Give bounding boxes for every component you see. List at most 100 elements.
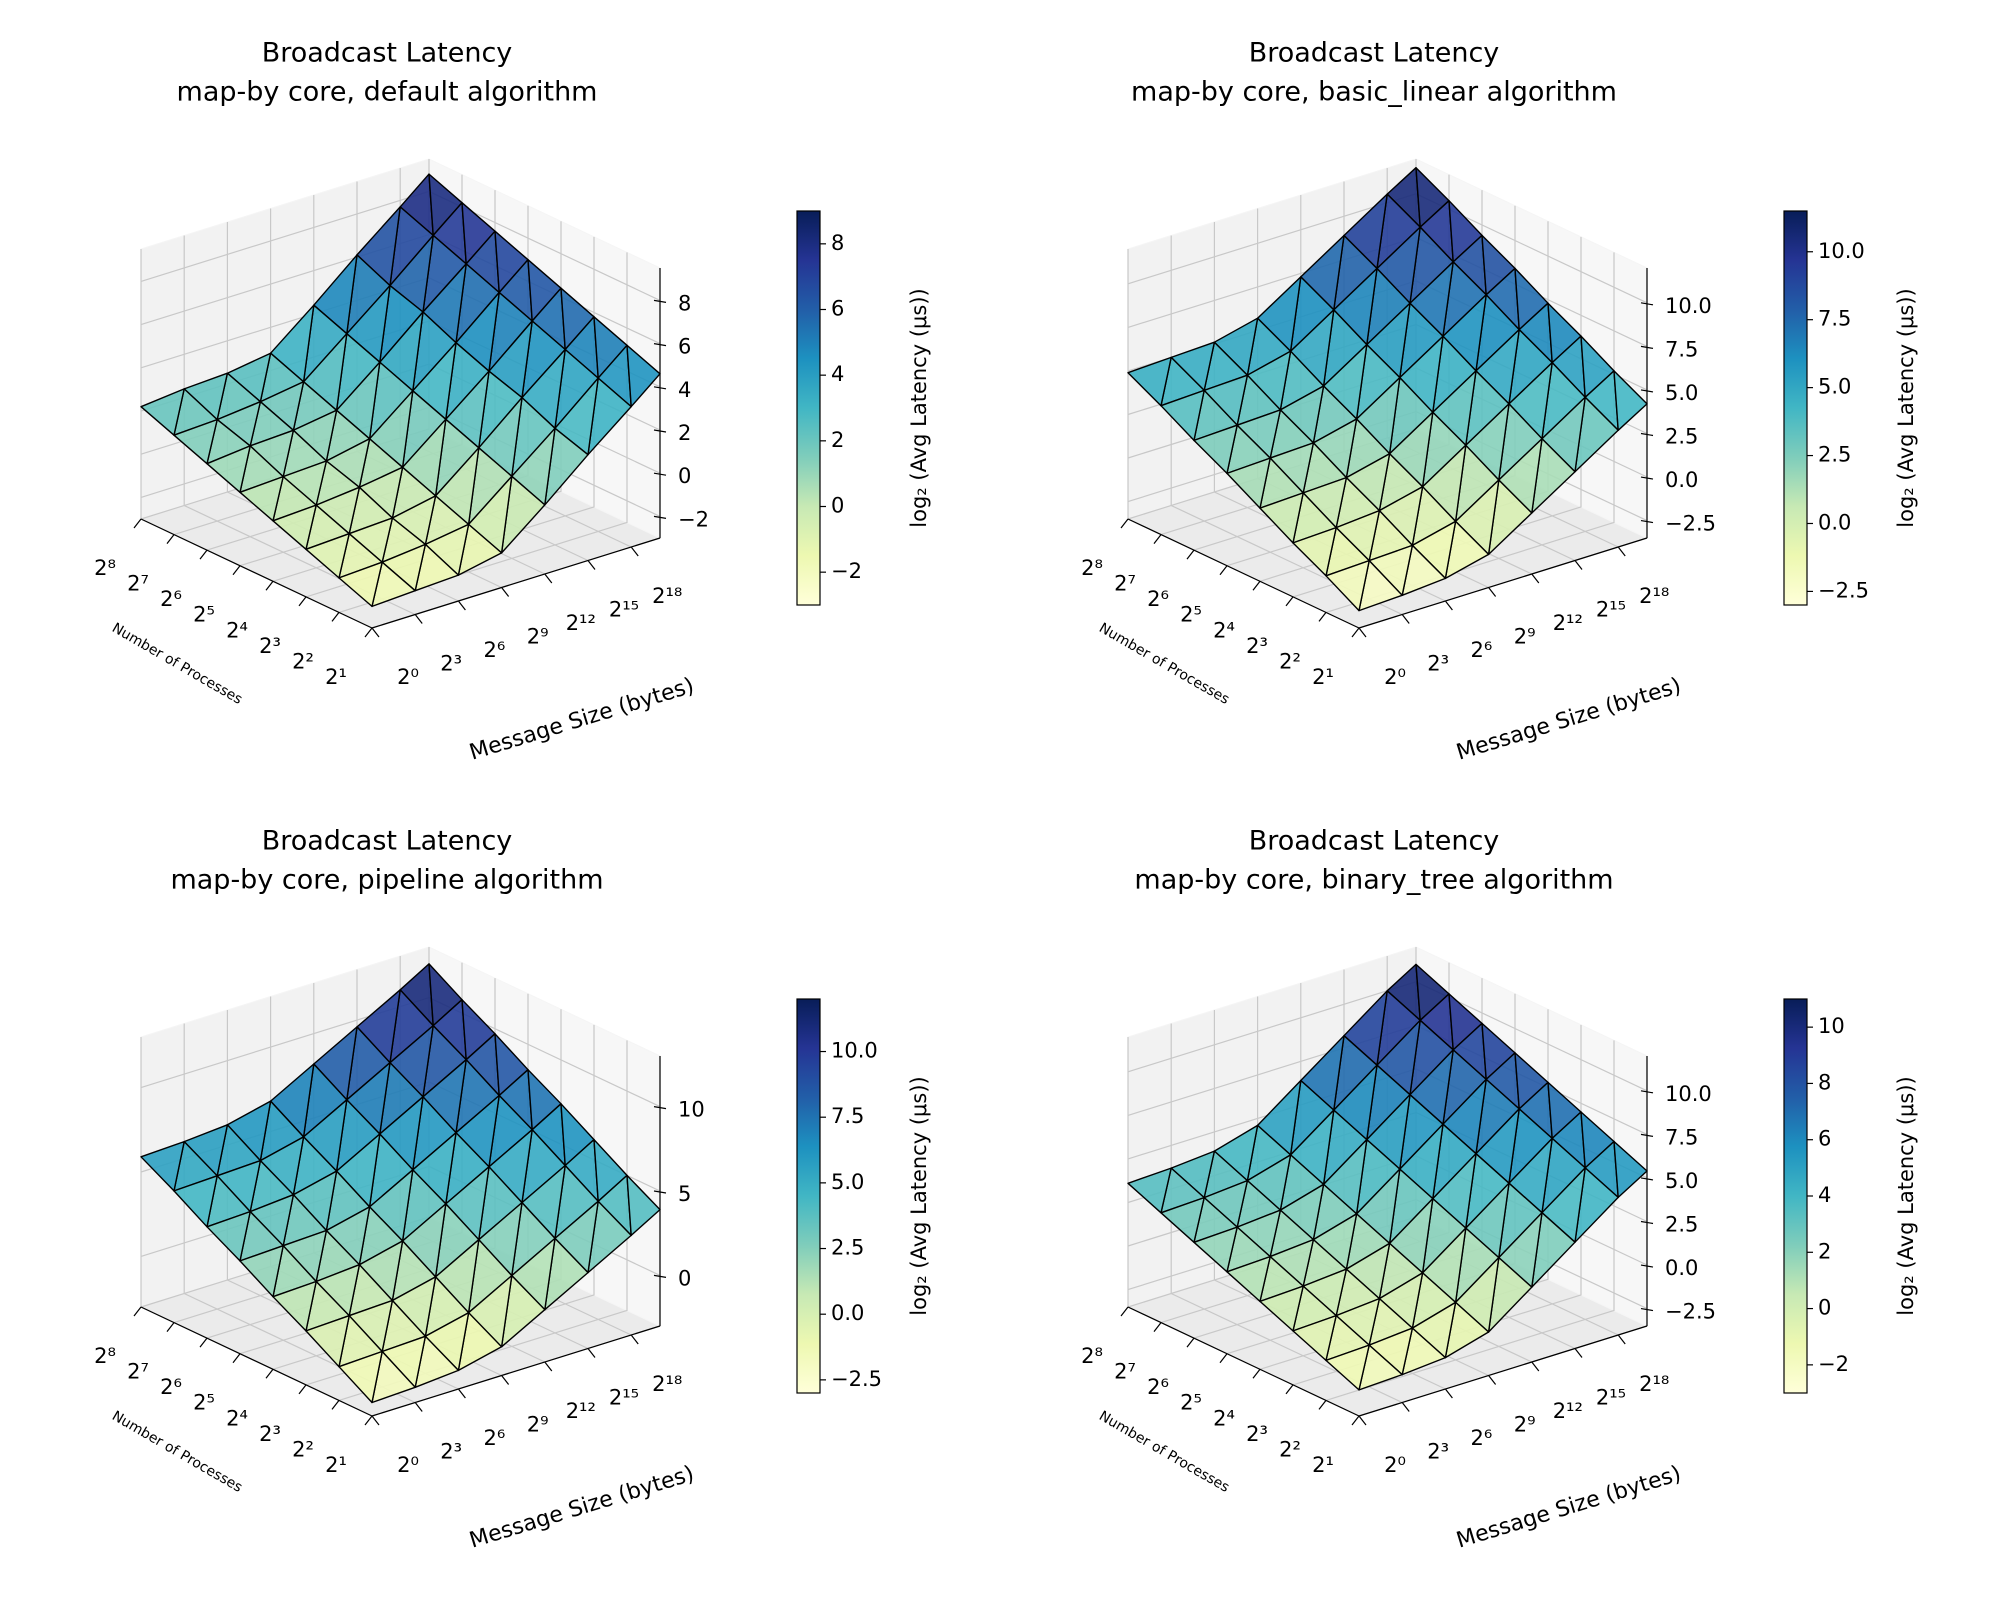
surface-facet: [173, 1175, 218, 1228]
y-tick-mark: [166, 1322, 175, 1332]
z-tick-label: 7.5: [1665, 337, 1698, 361]
z-tick-label: 10: [678, 1098, 705, 1122]
colorbar-tick-label: −2.5: [1818, 578, 1869, 602]
y-tick-mark: [199, 1337, 208, 1348]
z-tick-label: 2.5: [1665, 1212, 1698, 1236]
y-tick-label: 2⁷: [127, 1360, 149, 1384]
z-tick-label: 2: [678, 421, 691, 445]
y-tick-mark: [1351, 627, 1360, 638]
z-tick-label: 2.5: [1665, 424, 1698, 448]
x-tick-mark: [587, 560, 596, 570]
surface-facet: [173, 418, 218, 465]
colorbar-tick-label: 0.0: [1818, 510, 1851, 534]
x-tick-mark: [1358, 627, 1367, 638]
chart-subtitle: map-by core, basic_linear algorithm: [1131, 77, 1617, 108]
x-tick-label: 2⁹: [527, 1413, 549, 1437]
y-tick-label: 2²: [1279, 1437, 1301, 1461]
chart-subtitle: map-by core, pipeline algorithm: [170, 865, 603, 896]
colorbar: [1783, 998, 1808, 1394]
colorbar-label: log₂ (Avg Latency (μs)): [907, 1076, 931, 1315]
x-tick-mark: [1401, 1402, 1410, 1412]
colorbar-tick-label: 7.5: [1818, 307, 1851, 331]
x-tick-label: 2⁰: [397, 1453, 419, 1477]
surface-facet: [272, 1280, 317, 1332]
x-tick-mark: [1488, 1375, 1497, 1385]
y-tick-label: 2²: [1279, 649, 1301, 673]
colorbar-tick-label: 6: [1818, 1127, 1831, 1151]
z-tick-label: 7.5: [1665, 1125, 1698, 1149]
y-tick-label: 2⁵: [193, 603, 215, 627]
surface-facet: [1226, 457, 1271, 509]
x-tick-label: 2⁶: [484, 638, 506, 662]
x-tick-mark: [544, 1361, 553, 1372]
colorbar-tick-label: 0.0: [831, 1301, 864, 1325]
surface-facet: [1127, 356, 1172, 407]
x-tick-label: 2¹⁵: [609, 1386, 639, 1410]
colorbar-tick-label: 8: [831, 231, 844, 255]
x-tick-label: 2⁰: [1384, 1453, 1406, 1477]
y-tick-mark: [298, 596, 307, 607]
x-tick-label: 2³: [1427, 1440, 1449, 1464]
colorbar-tick-label: 0: [831, 494, 844, 518]
z-tick-label: 5: [678, 1182, 691, 1206]
x-tick-mark: [457, 1388, 466, 1399]
y-tick-mark: [298, 1384, 307, 1395]
colorbar-tick-label: 4: [831, 362, 844, 386]
y-tick-mark: [1120, 1306, 1129, 1317]
x-tick-mark: [1617, 1334, 1626, 1345]
x-tick-label: 2³: [1427, 652, 1449, 676]
x-tick-label: 2⁹: [1514, 625, 1536, 649]
y-tick-mark: [1285, 1384, 1294, 1395]
axis-line: [140, 1306, 373, 1417]
y-tick-label: 2¹: [1312, 1453, 1334, 1477]
colorbar: [1783, 210, 1808, 606]
y-tick-label: 2⁸: [1081, 556, 1103, 580]
y-tick-label: 2¹: [1312, 665, 1334, 689]
colorbar-tick-label: 0: [1818, 1296, 1831, 1320]
y-tick-mark: [265, 1368, 274, 1379]
x-tick-label: 2³: [440, 1440, 462, 1464]
z-tick-label: 10.0: [1665, 294, 1712, 318]
y-tick-label: 2¹: [325, 665, 347, 689]
x-tick-mark: [414, 614, 423, 624]
axis-line: [1127, 518, 1360, 629]
chart-subtitle: map-by core, default algorithm: [177, 77, 598, 108]
z-tick-label: 5.0: [1665, 1169, 1698, 1193]
surface-facet: [1226, 1255, 1271, 1303]
x-tick-mark: [1488, 587, 1497, 597]
colorbar-tick-label: 7.5: [831, 1104, 864, 1128]
y-tick-mark: [1252, 580, 1261, 591]
surface-facet: [338, 1350, 383, 1404]
y-tick-label: 2³: [259, 634, 281, 658]
y-tick-label: 2³: [1246, 1422, 1268, 1446]
x-tick-mark: [1531, 573, 1540, 584]
y-tick-label: 2⁷: [1114, 1360, 1136, 1384]
y-tick-label: 2³: [259, 1422, 281, 1446]
z-tick-label: 8: [678, 291, 691, 315]
colorbar-tick-label: 2: [1818, 1239, 1831, 1263]
x-tick-label: 2¹⁸: [652, 1372, 682, 1396]
x-tick-label: 2¹⁸: [652, 584, 682, 608]
x-tick-label: 2⁶: [1471, 638, 1493, 662]
axis-line: [1358, 1325, 1648, 1417]
surface-facet: [140, 1140, 185, 1192]
x-tick-mark: [414, 1402, 423, 1412]
surface-facet: [626, 344, 661, 408]
y-tick-label: 2⁵: [193, 1391, 215, 1415]
y-tick-label: 2⁵: [1180, 1391, 1202, 1415]
x-tick-label: 2¹²: [1553, 1399, 1583, 1423]
y-tick-label: 2⁵: [1180, 603, 1202, 627]
y-tick-mark: [1120, 518, 1129, 529]
x-tick-mark: [544, 573, 553, 584]
z-tick-label: 0: [678, 464, 691, 488]
y-tick-label: 2⁸: [1081, 1344, 1103, 1368]
x-tick-label: 2⁹: [527, 625, 549, 649]
x-tick-label: 2⁰: [1384, 665, 1406, 689]
surface-facet: [206, 445, 251, 493]
x-tick-label: 2⁶: [484, 1426, 506, 1450]
colorbar-tick-label: 4: [1818, 1183, 1831, 1207]
z-tick-label: 0.0: [1665, 468, 1698, 492]
y-tick-mark: [1318, 612, 1327, 622]
y-tick-mark: [199, 549, 208, 560]
